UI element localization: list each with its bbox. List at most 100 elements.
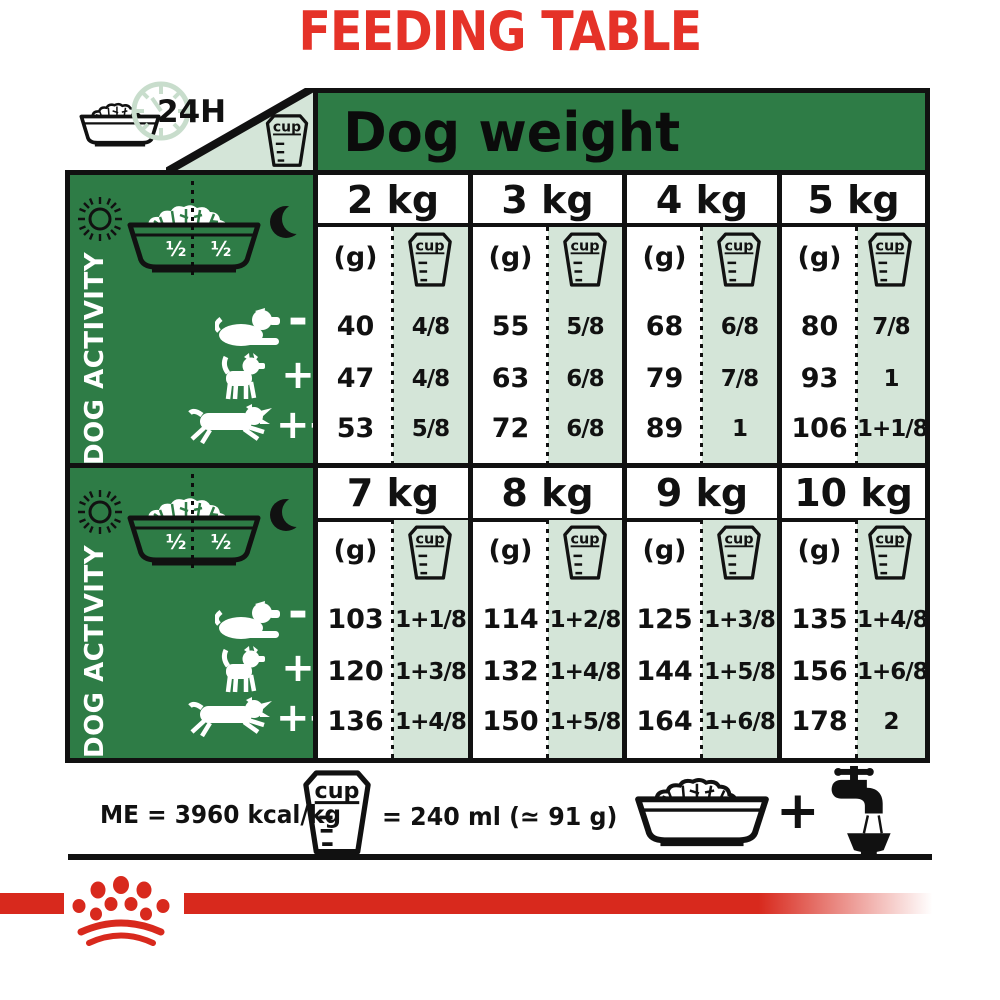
water-faucet-icon [831,765,891,856]
svg-text:cup: cup [570,238,599,254]
table-border-right [925,170,930,763]
grams-value: 150 [482,706,539,737]
cup-subcolumn [702,520,777,758]
column-divider [622,468,627,758]
grams-unit-label: (g) [797,535,842,566]
cup-value: 5/8 [566,314,604,340]
grams-value: 106 [791,413,848,444]
grams-unit-label: (g) [642,242,687,273]
lying-dog-icon [215,601,280,639]
activity-marker-medium: + [281,352,315,398]
cup-value: 1+1/8 [395,607,467,633]
dotted-divider [700,227,703,463]
svg-text:cup: cup [415,238,444,254]
cup-subcolumn [857,227,925,463]
measuring-cup-icon: cup [868,525,912,580]
running-dog-icon [188,404,272,445]
weight-section-large: ½ ½ DOG ACTIVITY [70,468,929,758]
cup-value: 4/8 [411,314,450,340]
feeding-table-grid: ½ ½ DOG ACTIVITY [65,170,930,763]
activity-marker-low: - [288,291,308,347]
dotted-divider [700,520,703,758]
measuring-cup-icon: cup [303,770,371,855]
half-ration-right: ½ [211,530,232,554]
svg-text:cup: cup [875,531,904,547]
cup-value: 6/8 [566,366,604,392]
grams-value: 55 [491,311,530,342]
cup-value: 1+6/8 [857,659,929,685]
measuring-cup-icon: cup [563,232,607,287]
cup-value: 1 [731,416,748,442]
cup-subcolumn [393,227,468,463]
cup-icon-label: cup [273,120,301,136]
dog-activity-panel: ½ ½ DOG ACTIVITY [70,175,341,465]
grams-value: 40 [336,311,375,342]
grams-value: 93 [800,363,839,394]
column-divider [622,175,627,463]
weight-header: 5 kg [807,178,900,222]
measuring-cup-icon: cup [717,232,761,287]
standing-dog-icon [221,646,265,693]
cup-subcolumn [548,227,622,463]
food-bowl-icon [635,778,769,847]
24h-clock-icon [131,81,191,141]
measuring-cup-icon: cup [265,114,309,167]
moon-icon [270,204,306,238]
measuring-cup-icon: cup [717,525,761,580]
svg-text:cup: cup [724,238,753,254]
cup-subcolumn [857,520,925,758]
weight-column-7kg: 7 kg (g) cup 103 120 136 1+1/8 1+3/8 1+4… [318,468,468,758]
weight-header: 10 kg [794,471,913,515]
grams-value: 178 [791,706,848,737]
svg-text:cup: cup [415,531,444,547]
lying-dog-icon [215,308,280,346]
cup-equivalence-label: = 240 ml (≃ 91 g) [382,802,618,831]
dog-activity-label: DOG ACTIVITY [80,251,110,465]
column-divider [777,468,782,758]
metabolizable-energy-label: ME = 3960 kcal/kg [100,800,342,829]
column-divider [777,175,782,463]
sun-icon [78,197,122,241]
footer-divider-line [68,854,932,860]
table-border-left [65,170,70,763]
dotted-divider [855,227,858,463]
weight-header: 9 kg [655,471,749,515]
activity-marker-low: - [288,584,308,640]
page-title: FEEDING TABLE [298,0,703,63]
cup-value: 2 [883,709,899,735]
dog-activity-panel: ½ ½ DOG ACTIVITY [70,468,341,758]
crown-paw-logo [72,876,170,946]
table-border-bottom [65,758,930,763]
dog-weight-label: Dog weight [343,101,681,164]
brand-bar-left [0,893,64,914]
grams-value: 63 [491,363,530,394]
panel-divider [313,468,318,758]
brand-bar-right [184,893,940,914]
weight-header: 8 kg [501,471,594,515]
grams-value: 79 [645,363,684,394]
weight-section-small: ½ ½ DOG ACTIVITY [70,175,929,465]
cup-subcolumn [702,227,777,463]
cup-subcolumn [548,520,622,758]
bowl-split-dotted-line [191,181,194,275]
column-divider [468,468,473,758]
grams-value: 132 [482,656,539,687]
cup-value: 6/8 [566,416,604,442]
cup-value: 1+5/8 [549,709,622,735]
plus-sign: + [776,781,820,841]
cup-value: 1+4/8 [857,607,929,633]
grams-value: 164 [636,706,693,737]
cup-value: 5/8 [411,416,450,442]
grams-value: 144 [636,656,693,687]
dog-activity-label: DOG ACTIVITY [80,544,110,758]
dotted-divider [855,520,858,758]
dog-weight-header-bar: Dog weight [313,88,930,172]
daily-ration-label: 24H [157,94,227,130]
half-half-bowl-icon: ½ ½ [127,205,261,273]
measuring-cup-icon: cup [563,525,607,580]
svg-text:cup: cup [875,238,904,254]
grams-unit-label: (g) [642,535,687,566]
cup-value: 1+6/8 [704,709,776,735]
sun-icon [78,490,122,534]
grams-value: 72 [491,413,530,444]
